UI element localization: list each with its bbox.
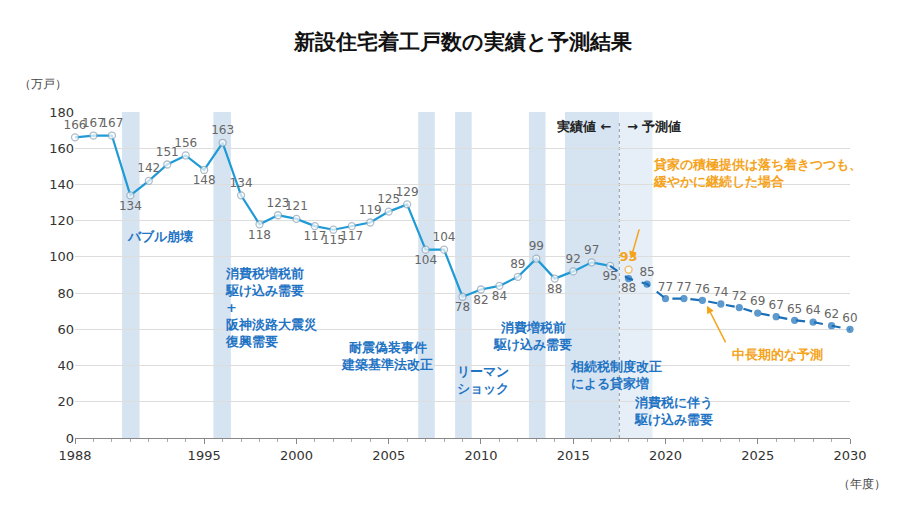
svg-text:97: 97 [584,243,599,257]
svg-text:142: 142 [137,161,160,175]
svg-text:77: 77 [658,280,673,294]
svg-text:72: 72 [732,289,747,303]
svg-text:119: 119 [359,203,382,217]
svg-text:（年度）: （年度） [838,477,886,491]
svg-text:2025: 2025 [741,448,774,463]
svg-text:84: 84 [492,289,507,303]
svg-text:156: 156 [174,136,197,150]
svg-text:1988: 1988 [58,448,91,463]
svg-text:リーマンショック: リーマンショック [457,364,509,396]
svg-text:60: 60 [842,311,857,325]
svg-text:99: 99 [529,239,544,253]
svg-text:バブル崩壊: バブル崩壊 [127,229,193,244]
svg-text:74: 74 [713,285,728,299]
svg-text:（万戸）: （万戸） [19,77,67,91]
svg-text:118: 118 [248,228,271,242]
svg-text:95: 95 [602,269,617,283]
svg-text:60: 60 [57,322,74,337]
svg-text:89: 89 [510,257,525,271]
svg-text:115: 115 [322,233,345,247]
svg-text:実績値 ←: 実績値 ← [556,119,612,134]
svg-text:163: 163 [211,123,234,137]
svg-text:80: 80 [57,286,74,301]
svg-text:167: 167 [82,116,105,130]
svg-text:1995: 1995 [188,448,221,463]
svg-text:120: 120 [49,213,74,228]
svg-text:104: 104 [414,253,437,267]
svg-text:134: 134 [230,176,253,190]
svg-text:129: 129 [396,185,419,199]
svg-text:100: 100 [49,249,74,264]
svg-text:0: 0 [66,431,74,446]
svg-text:78: 78 [455,300,470,314]
svg-text:消費税増税前駆け込み需要+阪神淡路大震災復興需要: 消費税増税前駆け込み需要+阪神淡路大震災復興需要 [225,266,317,349]
svg-text:88: 88 [621,281,636,295]
svg-text:62: 62 [824,307,839,321]
svg-text:2030: 2030 [833,448,866,463]
svg-text:180: 180 [49,105,74,120]
svg-text:77: 77 [676,280,691,294]
svg-text:65: 65 [787,302,802,316]
svg-text:2000: 2000 [280,448,313,463]
svg-text:85: 85 [639,265,654,279]
svg-text:消費税に伴う駆け込み需要: 消費税に伴う駆け込み需要 [634,395,713,427]
svg-text:貸家の積極提供は落ち着きつつも、緩やかに継続した場合: 貸家の積極提供は落ち着きつつも、緩やかに継続した場合 [653,157,862,189]
svg-text:140: 140 [49,177,74,192]
svg-text:167: 167 [100,116,123,130]
svg-text:160: 160 [49,141,74,156]
svg-text:148: 148 [193,173,216,187]
svg-text:151: 151 [156,145,179,159]
svg-text:新設住宅着工戸数の実績と予測結果: 新設住宅着工戸数の実績と予測結果 [293,30,632,54]
svg-text:2005: 2005 [372,448,405,463]
svg-text:93: 93 [620,249,638,264]
svg-text:134: 134 [119,199,142,213]
svg-text:→ 予測値: → 予測値 [627,119,681,134]
svg-text:40: 40 [57,358,74,373]
svg-text:82: 82 [473,293,488,307]
svg-text:117: 117 [303,229,326,243]
svg-text:2010: 2010 [464,448,497,463]
svg-text:104: 104 [433,230,456,244]
svg-text:121: 121 [285,199,308,213]
svg-text:相続税制度改正による貸家増: 相続税制度改正による貸家増 [570,359,662,391]
svg-text:166: 166 [64,118,87,132]
svg-text:消費増税前駆け込み需要: 消費増税前駆け込み需要 [493,320,572,352]
svg-text:耐震偽装事件建築基準法改正: 耐震偽装事件建築基準法改正 [341,340,433,372]
svg-text:88: 88 [547,282,562,296]
svg-text:76: 76 [695,282,710,296]
svg-text:67: 67 [769,298,784,312]
svg-text:123: 123 [267,196,290,210]
svg-text:中長期的な予測: 中長期的な予測 [732,347,823,362]
svg-text:117: 117 [340,229,363,243]
svg-text:125: 125 [377,192,400,206]
svg-text:20: 20 [57,394,74,409]
svg-text:69: 69 [750,294,765,308]
svg-text:64: 64 [805,303,820,317]
svg-text:2020: 2020 [649,448,682,463]
svg-text:92: 92 [566,252,581,266]
svg-text:2015: 2015 [557,448,590,463]
